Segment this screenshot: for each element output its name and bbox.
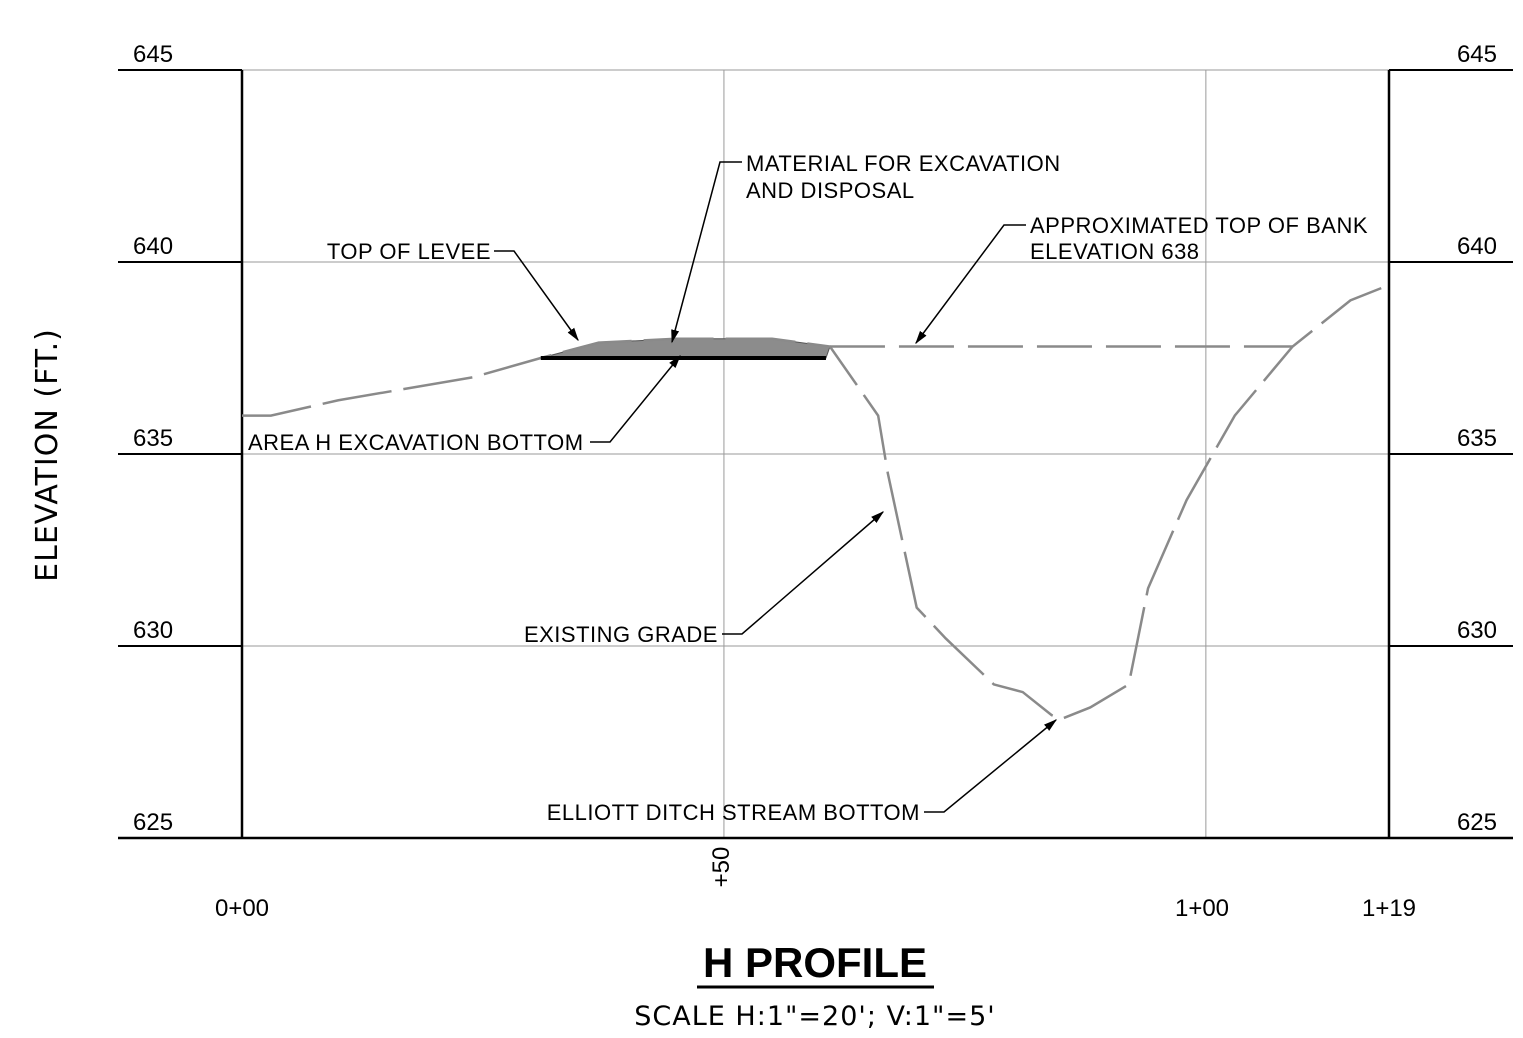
leader-lines — [494, 161, 1058, 813]
top-of-bank-label-line2: ELEVATION 638 — [1030, 239, 1200, 264]
elevation-tick-label-left: 645 — [133, 41, 173, 68]
elevation-tick-label-right: 640 — [1457, 233, 1497, 260]
station-label-hundred: 1+00 — [1175, 895, 1229, 922]
elevation-tick-label-right: 635 — [1457, 425, 1497, 452]
top-of-bank-label-line1: APPROXIMATED TOP OF BANK — [1030, 213, 1368, 238]
top-of-bank-leader — [915, 224, 1026, 345]
elevation-tick-label-right: 630 — [1457, 617, 1497, 644]
scale-note: SCALE H:1"=20'; V:1"=5' — [634, 1001, 995, 1032]
material-leader — [671, 161, 742, 344]
elevation-tick-label-right: 625 — [1457, 809, 1497, 836]
existing-grade-label: EXISTING GRADE — [524, 622, 718, 647]
station-label-end: 1+19 — [1362, 895, 1416, 922]
top-of-levee-label: TOP OF LEVEE — [327, 239, 491, 264]
existing-grade-line — [242, 283, 1390, 721]
existing-grade-leader — [722, 511, 885, 635]
material-label-line2: AND DISPOSAL — [746, 178, 915, 203]
material-label-line1: MATERIAL FOR EXCAVATION — [746, 151, 1061, 176]
stream-bottom-leader — [924, 719, 1058, 813]
elevation-tick-label-right: 645 — [1457, 41, 1497, 68]
drawing-title: H PROFILE — [703, 939, 927, 986]
profile-grid — [118, 69, 1513, 840]
station-label-start: 0+00 — [215, 895, 269, 922]
excavation-bottom-leader — [590, 354, 681, 443]
y-axis-title: ELEVATION (FT.) — [30, 328, 65, 582]
excavation-bottom-label: AREA H EXCAVATION BOTTOM — [248, 430, 584, 455]
elevation-tick-label-left: 640 — [133, 233, 173, 260]
elevation-tick-label-left: 625 — [133, 809, 173, 836]
elevation-tick-labels: 625 625 630 630 635 635 640 640 645 645 — [133, 41, 1497, 836]
elevation-tick-label-left: 635 — [133, 425, 173, 452]
stream-bottom-label: ELLIOTT DITCH STREAM BOTTOM — [547, 800, 920, 825]
station-label-mid: +50 — [708, 847, 735, 888]
top-of-levee-leader — [494, 250, 579, 342]
elevation-tick-label-left: 630 — [133, 617, 173, 644]
